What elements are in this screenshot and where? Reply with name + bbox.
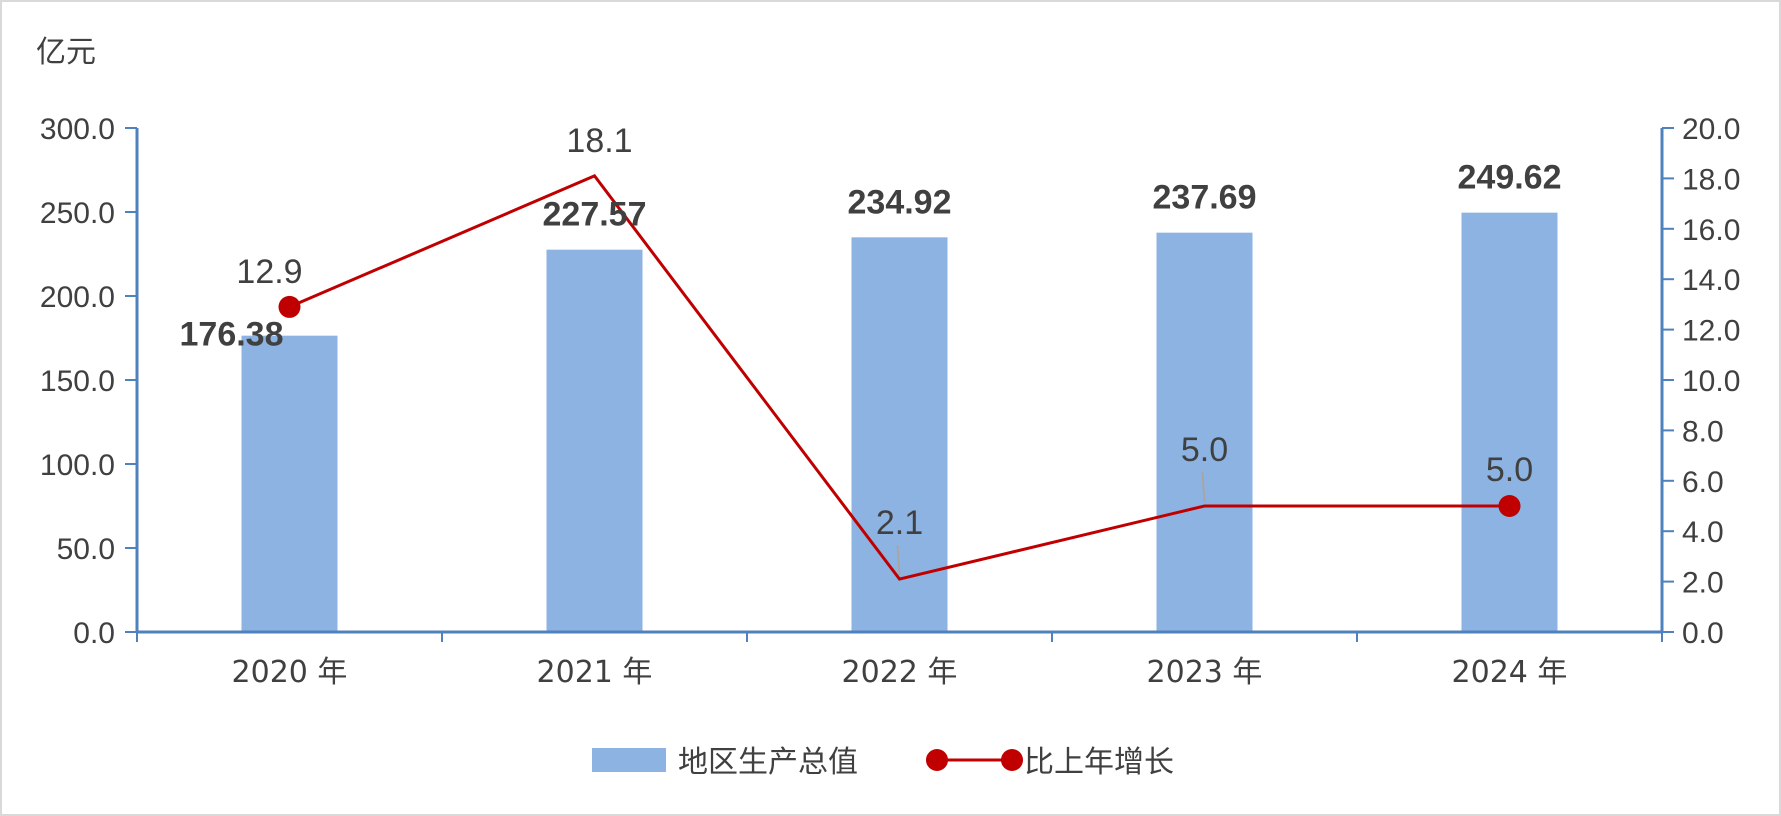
line-value-label: 5.0 <box>1486 451 1533 489</box>
bar-series <box>241 212 1558 633</box>
y-right-tick-label: 2.0 <box>1682 567 1724 600</box>
bar-value-label: 234.92 <box>848 183 952 221</box>
axes: 0.0 50.0 100.0 150.0 200.0 250.0 300.0 0.0 2.0 4.… <box>40 113 1740 690</box>
label-leader-line <box>896 545 901 576</box>
y-left-tick-label: 250.0 <box>40 197 115 230</box>
y-left-tick-label: 100.0 <box>40 449 115 482</box>
line-value-label: 12.9 <box>236 253 302 291</box>
bar <box>1461 212 1558 632</box>
legend-swatch-bar <box>592 748 666 772</box>
y-right-tick-label: 8.0 <box>1682 415 1724 448</box>
line-value-label: 18.1 <box>566 122 632 160</box>
data-labels: 176.38 227.57 234.92 237.69 249.62 12.9 18.1 2.… <box>180 122 1562 576</box>
y-right-tick-label: 10.0 <box>1682 365 1740 398</box>
legend-label-line: 比上年增长 <box>1024 745 1174 780</box>
line-point-marker <box>278 295 301 318</box>
y-right-tick-label: 0.0 <box>1682 617 1724 650</box>
y-left-tick-label: 50.0 <box>57 533 115 566</box>
y-left-tick-label: 150.0 <box>40 365 115 398</box>
bar-value-label: 176.38 <box>180 316 284 354</box>
bar-value-label: 227.57 <box>543 196 647 234</box>
y-right-tick-label: 20.0 <box>1682 113 1740 146</box>
legend: 地区生产总值 比上年增长 <box>592 745 1174 780</box>
line-point-marker <box>1498 495 1521 517</box>
line-series <box>278 174 1521 581</box>
growth-line <box>288 174 1510 581</box>
y-axis-unit-label: 亿元 <box>36 35 96 70</box>
y-right-tick-label: 6.0 <box>1682 466 1724 499</box>
y-right-tick-label: 14.0 <box>1682 264 1740 297</box>
legend-marker-left <box>926 749 948 771</box>
y-right-tick-label: 12.0 <box>1682 315 1740 348</box>
x-tick-label: 2022 年 <box>842 655 958 690</box>
y-right-tick-label: 4.0 <box>1682 516 1724 549</box>
legend-marker-right <box>1001 749 1023 771</box>
x-tick-label: 2021 年 <box>537 655 653 690</box>
y-left-tick-label: 0.0 <box>73 617 115 650</box>
line-value-label: 2.1 <box>876 504 923 542</box>
bar <box>546 249 643 632</box>
y-right-tick-label: 18.0 <box>1682 163 1740 196</box>
bar-value-label: 249.62 <box>1458 159 1562 197</box>
bar-value-label: 237.69 <box>1153 179 1257 217</box>
y-left-tick-label: 200.0 <box>40 281 115 314</box>
y-right-tick-label: 16.0 <box>1682 214 1740 247</box>
label-leader-line <box>1201 471 1206 503</box>
y-left-tick-label: 300.0 <box>40 113 115 146</box>
legend-label-bar: 地区生产总值 <box>678 745 858 780</box>
x-tick-label: 2023 年 <box>1147 655 1263 690</box>
x-tick-label: 2024 年 <box>1452 655 1568 690</box>
line-value-label: 5.0 <box>1181 431 1228 469</box>
x-tick-label: 2020 年 <box>232 655 348 690</box>
bar <box>1156 232 1253 633</box>
bar <box>241 335 338 632</box>
